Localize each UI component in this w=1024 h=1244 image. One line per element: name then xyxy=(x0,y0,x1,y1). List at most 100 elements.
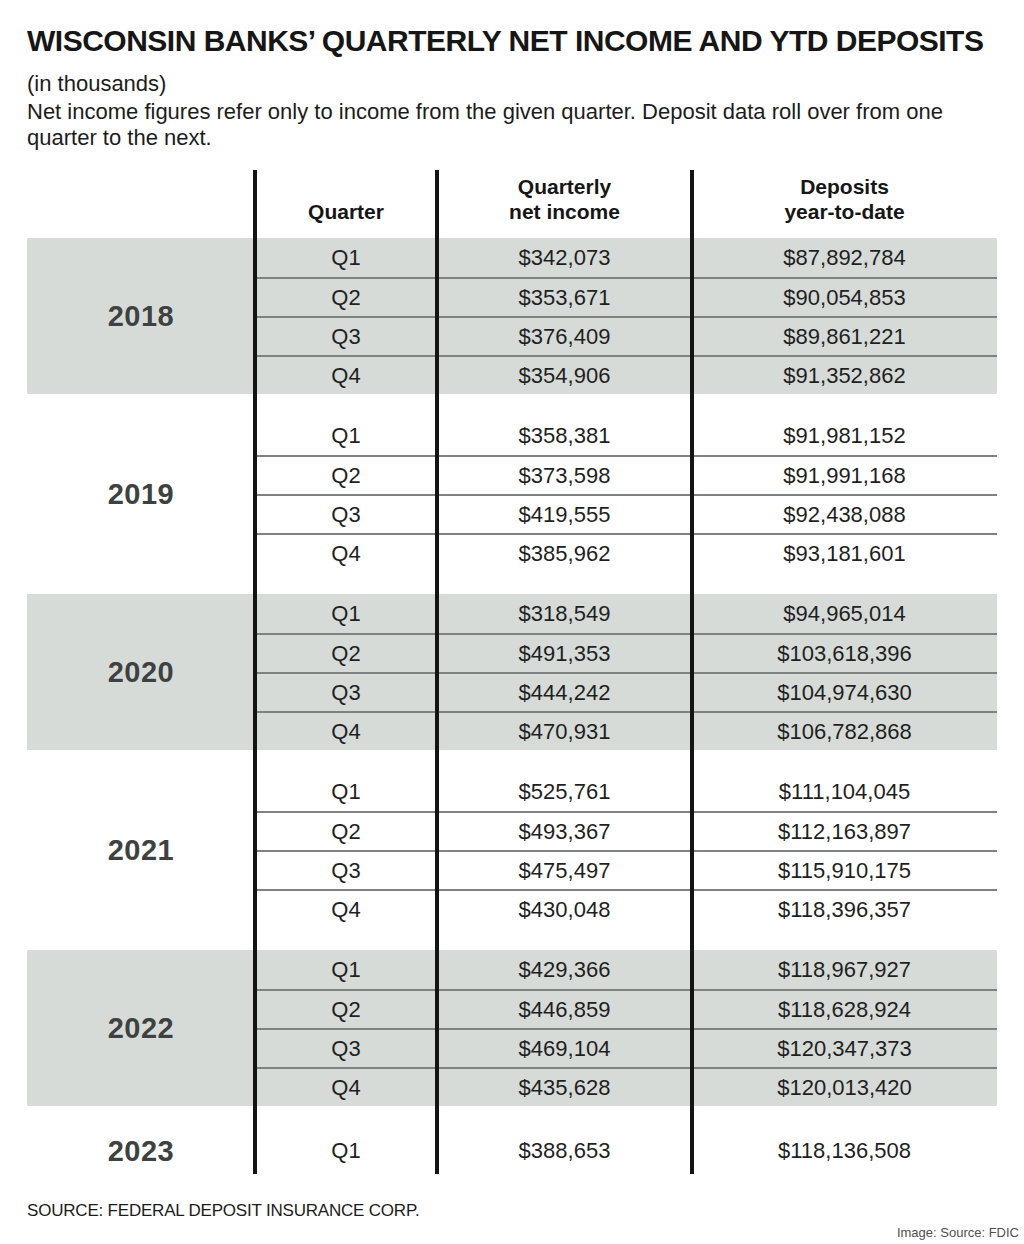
year-label: 2021 xyxy=(27,772,255,928)
table-row: Q2 $353,671 $90,054,853 xyxy=(255,277,997,316)
cell-deposits: $87,892,784 xyxy=(692,245,997,271)
table-row: Q4 $354,906 $91,352,862 xyxy=(255,355,997,394)
cell-net-income: $429,366 xyxy=(437,957,692,983)
cell-quarter: Q2 xyxy=(255,641,437,667)
cell-deposits: $92,438,088 xyxy=(692,502,997,528)
cell-deposits: $106,782,868 xyxy=(692,719,997,745)
column-header-net-income: Quarterly net income xyxy=(437,174,692,225)
year-label: 2023 xyxy=(27,1128,255,1174)
cell-quarter: Q3 xyxy=(255,324,437,350)
year-block-2020: 2020 Q1 $318,549 $94,965,014 Q2 $491,353… xyxy=(27,594,997,750)
table-row: Q1 $358,381 $91,981,152 xyxy=(255,416,997,455)
cell-quarter: Q2 xyxy=(255,285,437,311)
column-header-net-income-line1: Quarterly xyxy=(437,174,692,200)
cell-quarter: Q4 xyxy=(255,363,437,389)
cell-net-income: $388,653 xyxy=(437,1138,692,1164)
cell-quarter: Q1 xyxy=(255,601,437,627)
cell-net-income: $444,242 xyxy=(437,680,692,706)
cell-net-income: $446,859 xyxy=(437,997,692,1023)
cell-quarter: Q1 xyxy=(255,423,437,449)
table-row: Q3 $475,497 $115,910,175 xyxy=(255,850,997,889)
year-label: 2018 xyxy=(27,238,255,394)
cell-deposits: $91,991,168 xyxy=(692,463,997,489)
source-note: SOURCE: FEDERAL DEPOSIT INSURANCE CORP. xyxy=(27,1201,419,1221)
cell-quarter: Q4 xyxy=(255,897,437,923)
cell-deposits: $120,347,373 xyxy=(692,1036,997,1062)
cell-net-income: $435,628 xyxy=(437,1075,692,1101)
table-row: Q2 $373,598 $91,991,168 xyxy=(255,455,997,494)
cell-quarter: Q2 xyxy=(255,819,437,845)
column-header-quarter: Quarter xyxy=(255,199,437,225)
cell-quarter: Q2 xyxy=(255,463,437,489)
cell-quarter: Q4 xyxy=(255,719,437,745)
year-block-2018: 2018 Q1 $342,073 $87,892,784 Q2 $353,671… xyxy=(27,238,997,394)
cell-quarter: Q3 xyxy=(255,680,437,706)
column-header-net-income-line2: net income xyxy=(437,199,692,225)
cell-quarter: Q3 xyxy=(255,1036,437,1062)
table-row: Q1 $388,653 $118,136,508 xyxy=(255,1128,997,1174)
cell-deposits: $94,965,014 xyxy=(692,601,997,627)
column-divider-2 xyxy=(435,170,439,1174)
page-title: WISCONSIN BANKS’ QUARTERLY NET INCOME AN… xyxy=(27,24,1007,58)
cell-net-income: $385,962 xyxy=(437,541,692,567)
description: Net income figures refer only to income … xyxy=(27,99,989,151)
cell-net-income: $430,048 xyxy=(437,897,692,923)
cell-quarter: Q3 xyxy=(255,502,437,528)
cell-deposits: $112,163,897 xyxy=(692,819,997,845)
cell-deposits: $118,967,927 xyxy=(692,957,997,983)
table-row: Q4 $470,931 $106,782,868 xyxy=(255,711,997,750)
table-row: Q1 $318,549 $94,965,014 xyxy=(255,594,997,633)
column-header-deposits: Deposits year-to-date xyxy=(692,174,997,225)
cell-quarter: Q1 xyxy=(255,957,437,983)
cell-net-income: $419,555 xyxy=(437,502,692,528)
cell-deposits: $115,910,175 xyxy=(692,858,997,884)
data-table: Quarter Quarterly net income Deposits ye… xyxy=(27,170,997,1174)
table-row: Q2 $491,353 $103,618,396 xyxy=(255,633,997,672)
table-row: Q3 $469,104 $120,347,373 xyxy=(255,1028,997,1067)
year-block-2023: 2023 Q1 $388,653 $118,136,508 xyxy=(27,1128,997,1174)
cell-net-income: $354,906 xyxy=(437,363,692,389)
table-row: Q4 $430,048 $118,396,357 xyxy=(255,889,997,928)
cell-deposits: $93,181,601 xyxy=(692,541,997,567)
table-row: Q4 $435,628 $120,013,420 xyxy=(255,1067,997,1106)
table-row: Q2 $493,367 $112,163,897 xyxy=(255,811,997,850)
cell-net-income: $353,671 xyxy=(437,285,692,311)
infographic: WISCONSIN BANKS’ QUARTERLY NET INCOME AN… xyxy=(0,0,1024,1244)
table-row: Q3 $444,242 $104,974,630 xyxy=(255,672,997,711)
cell-deposits: $91,352,862 xyxy=(692,363,997,389)
table-row: Q3 $376,409 $89,861,221 xyxy=(255,316,997,355)
year-block-2019: 2019 Q1 $358,381 $91,981,152 Q2 $373,598… xyxy=(27,416,997,572)
cell-deposits: $111,104,045 xyxy=(692,779,997,805)
cell-quarter: Q2 xyxy=(255,997,437,1023)
cell-net-income: $525,761 xyxy=(437,779,692,805)
cell-net-income: $491,353 xyxy=(437,641,692,667)
year-label: 2019 xyxy=(27,416,255,572)
table-row: Q2 $446,859 $118,628,924 xyxy=(255,989,997,1028)
cell-deposits: $118,136,508 xyxy=(692,1138,997,1164)
column-header-deposits-line1: Deposits xyxy=(692,174,997,200)
cell-net-income: $469,104 xyxy=(437,1036,692,1062)
cell-net-income: $470,931 xyxy=(437,719,692,745)
cell-quarter: Q4 xyxy=(255,1075,437,1101)
cell-deposits: $103,618,396 xyxy=(692,641,997,667)
cell-deposits: $90,054,853 xyxy=(692,285,997,311)
year-label: 2022 xyxy=(27,950,255,1106)
table-row: Q4 $385,962 $93,181,601 xyxy=(255,533,997,572)
cell-quarter: Q3 xyxy=(255,858,437,884)
cell-quarter: Q4 xyxy=(255,541,437,567)
cell-deposits: $120,013,420 xyxy=(692,1075,997,1101)
cell-deposits: $118,628,924 xyxy=(692,997,997,1023)
cell-net-income: $342,073 xyxy=(437,245,692,271)
cell-quarter: Q1 xyxy=(255,245,437,271)
year-block-2021: 2021 Q1 $525,761 $111,104,045 Q2 $493,36… xyxy=(27,772,997,928)
table-header-row: Quarter Quarterly net income Deposits ye… xyxy=(27,170,997,238)
column-divider-1 xyxy=(253,170,257,1174)
cell-net-income: $475,497 xyxy=(437,858,692,884)
cell-net-income: $493,367 xyxy=(437,819,692,845)
cell-net-income: $358,381 xyxy=(437,423,692,449)
cell-quarter: Q1 xyxy=(255,1138,437,1164)
year-block-2022: 2022 Q1 $429,366 $118,967,927 Q2 $446,85… xyxy=(27,950,997,1106)
table-row: Q1 $525,761 $111,104,045 xyxy=(255,772,997,811)
cell-net-income: $376,409 xyxy=(437,324,692,350)
column-divider-3 xyxy=(690,170,694,1174)
